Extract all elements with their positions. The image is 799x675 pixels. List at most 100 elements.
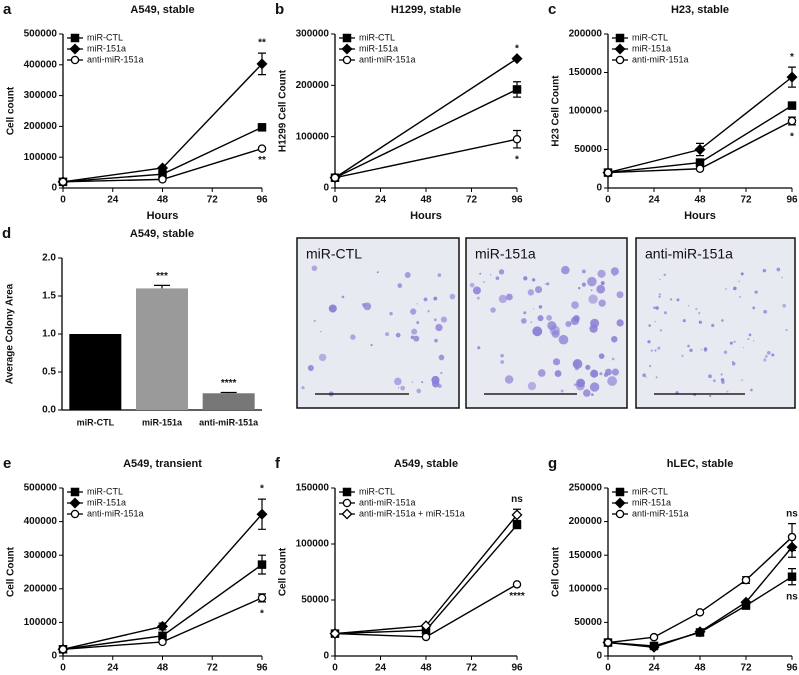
colony xyxy=(554,370,562,377)
legend-label: miR-CTL xyxy=(632,32,668,42)
bar xyxy=(136,288,188,410)
y-axis-label: Cell Count xyxy=(6,546,17,597)
marker-diamond xyxy=(256,508,268,520)
y-tick-label: 0 xyxy=(596,651,602,662)
colony xyxy=(482,281,485,284)
legend-label: miR-CTL xyxy=(359,32,395,42)
legend-label: miR-CTL xyxy=(87,486,123,496)
colony xyxy=(689,348,693,353)
colony xyxy=(599,372,603,376)
colony xyxy=(752,306,756,310)
colony xyxy=(720,378,725,382)
colony xyxy=(782,303,787,308)
colony xyxy=(687,344,690,348)
colony xyxy=(477,346,481,350)
marker-diamond xyxy=(69,43,81,55)
marker-diamond xyxy=(420,620,432,632)
colony xyxy=(747,338,750,340)
colony xyxy=(385,332,390,337)
colony xyxy=(721,319,724,322)
error-bar xyxy=(154,284,170,289)
legend-label: anti-miR-151a xyxy=(87,54,144,64)
panel-letter: f xyxy=(275,455,281,472)
colony xyxy=(709,394,712,398)
marker-square xyxy=(342,487,352,497)
series-line xyxy=(334,138,518,179)
colony xyxy=(523,311,527,315)
y-tick-label: 400000 xyxy=(24,59,58,70)
colony xyxy=(532,308,535,310)
x-tick-label: 0 xyxy=(60,663,66,674)
x-tick-label: 72 xyxy=(740,195,752,206)
colony xyxy=(530,321,533,324)
x-tick-label: 24 xyxy=(375,663,387,674)
legend-label: anti-miR-151a xyxy=(359,54,416,64)
y-axis-label: Average Colony Area xyxy=(5,283,16,384)
marker-circle xyxy=(58,645,68,654)
significance: * xyxy=(260,484,264,495)
y-axis-label: Cell Count xyxy=(551,546,562,597)
y-tick-label: 100000 xyxy=(296,131,330,142)
marker-circle xyxy=(615,55,625,65)
x-tick-label: 48 xyxy=(157,195,169,206)
legend-label: miR-CTL xyxy=(359,486,395,496)
y-tick-label: 250000 xyxy=(569,483,603,494)
marker-circle xyxy=(649,632,659,642)
panel-letter: c xyxy=(548,1,556,18)
colony xyxy=(433,318,437,322)
y-tick-label: 150000 xyxy=(296,483,330,494)
colony xyxy=(313,319,316,323)
series-line xyxy=(334,88,518,179)
colony xyxy=(431,375,440,385)
colony xyxy=(591,393,594,396)
significance: * xyxy=(515,155,519,166)
x-tick-label: miR-CTL xyxy=(77,417,115,427)
x-tick-label: 96 xyxy=(786,195,798,206)
colony xyxy=(413,335,420,342)
chart-title: H1299, stable xyxy=(391,4,461,16)
x-tick-label: 72 xyxy=(207,195,219,206)
x-tick-label: 72 xyxy=(466,663,478,674)
colony xyxy=(655,376,658,379)
colony xyxy=(753,340,755,342)
colony xyxy=(611,368,619,376)
x-tick-label: 96 xyxy=(256,195,268,206)
colony xyxy=(682,319,686,323)
marker-square xyxy=(257,123,267,132)
colony xyxy=(307,364,314,372)
error-bar xyxy=(220,391,237,394)
marker-circle xyxy=(342,498,352,508)
colony xyxy=(741,379,743,381)
legend-label: anti-miR-151a xyxy=(87,508,144,518)
marker-diamond xyxy=(786,71,798,83)
marker-circle xyxy=(421,632,431,642)
significance: ns xyxy=(511,494,523,505)
x-axis-label: Hours xyxy=(684,210,716,222)
colony xyxy=(700,349,703,351)
colony xyxy=(521,318,527,324)
x-tick-label: 0 xyxy=(605,663,611,674)
panel-letter: a xyxy=(3,1,12,18)
colony xyxy=(590,289,593,292)
chart-title: H23, stable xyxy=(671,4,729,16)
y-tick-label: 0.5 xyxy=(42,367,56,378)
colony xyxy=(397,387,400,389)
colony xyxy=(410,308,417,315)
colony xyxy=(698,312,701,315)
colony xyxy=(500,360,505,364)
marker-circle xyxy=(257,593,267,603)
colony xyxy=(411,328,418,335)
colony xyxy=(416,321,420,325)
colony xyxy=(546,315,552,321)
legend-label: miR-151a xyxy=(632,497,671,507)
significance: * xyxy=(515,43,519,54)
marker-circle xyxy=(342,55,352,65)
colony xyxy=(495,276,500,280)
colony xyxy=(301,386,305,390)
y-tick-label: 500000 xyxy=(24,483,58,494)
colony xyxy=(534,286,543,294)
x-tick-label: 96 xyxy=(511,663,523,674)
y-tick-label: 200000 xyxy=(569,29,603,40)
colony xyxy=(587,276,597,287)
marker-circle xyxy=(158,637,167,647)
